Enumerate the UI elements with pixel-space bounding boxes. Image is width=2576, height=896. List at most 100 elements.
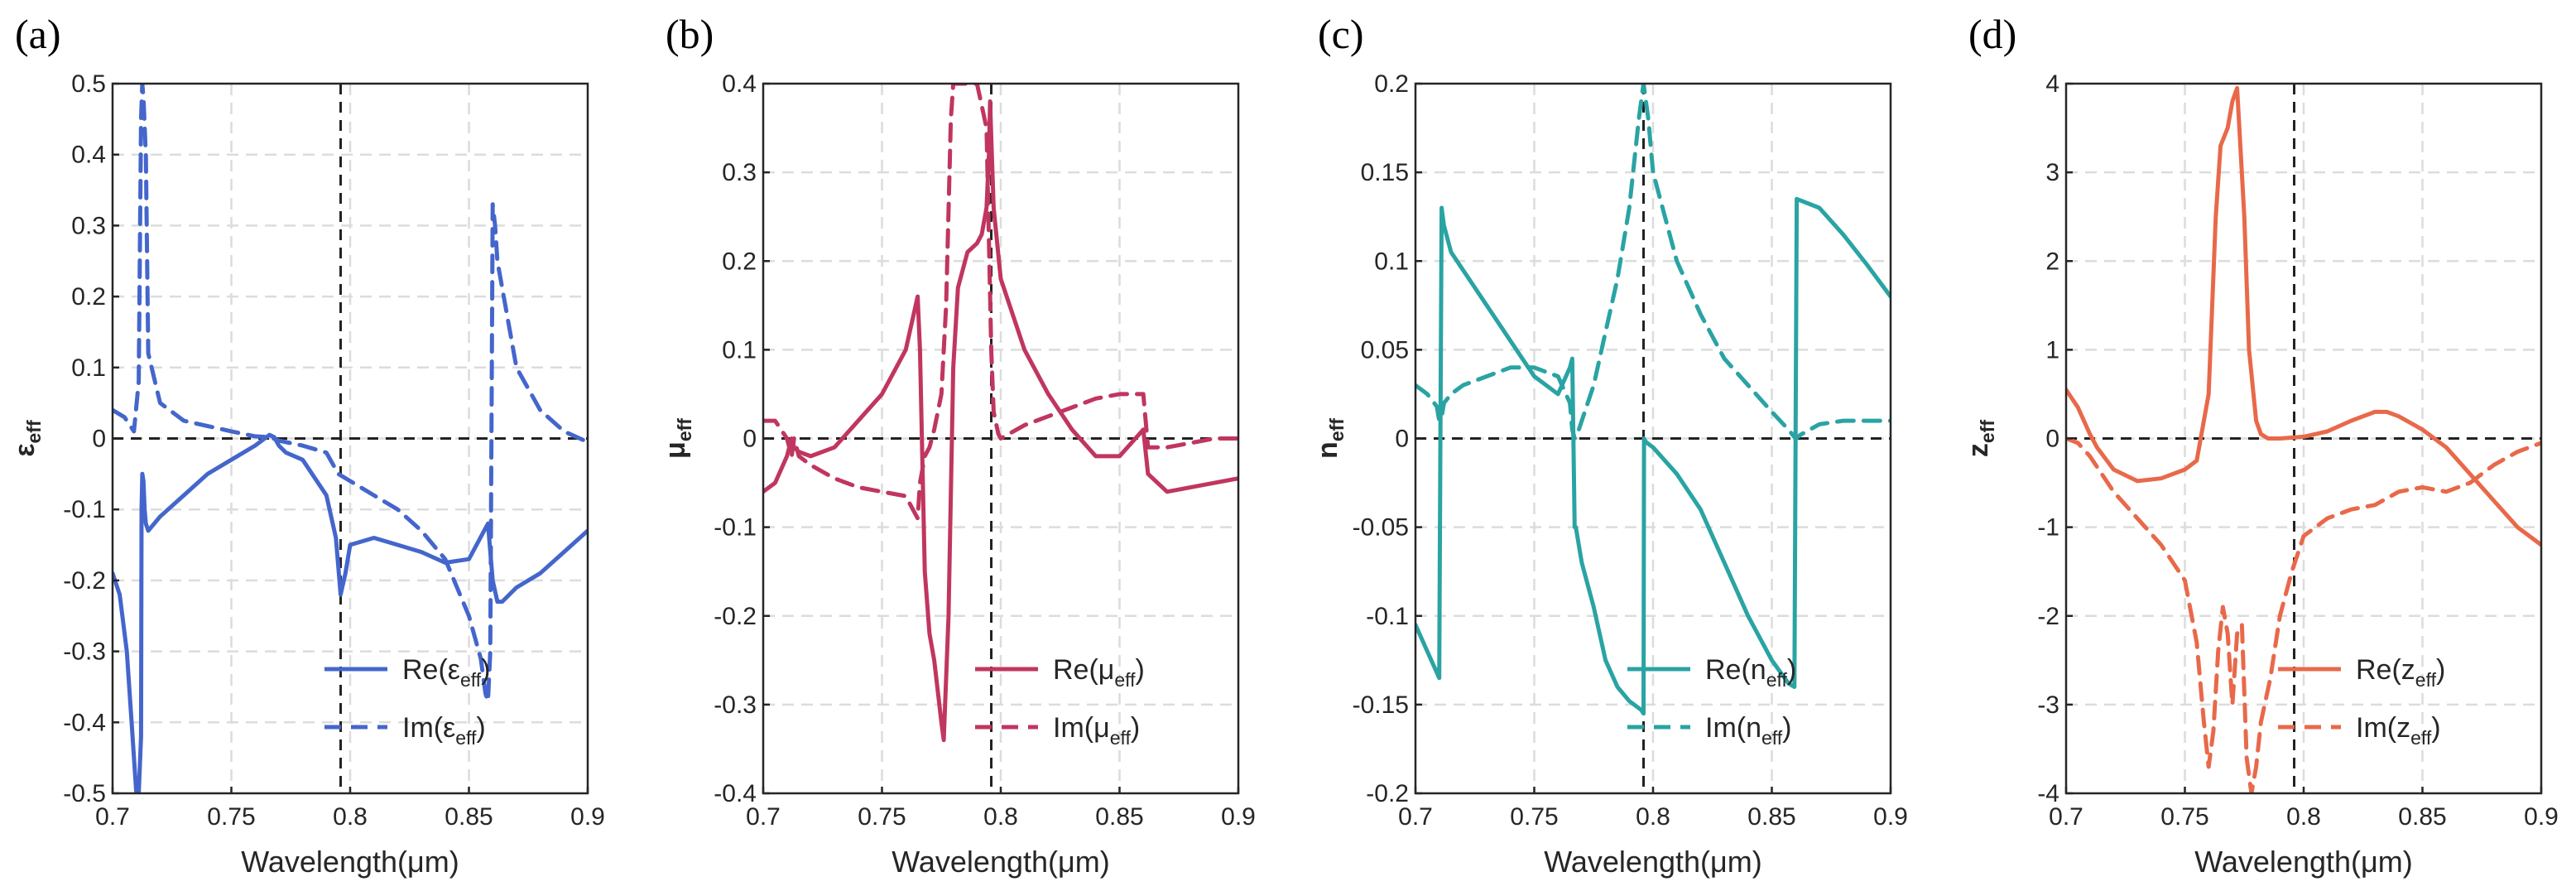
y-tick-label: -0.1 — [1366, 603, 1409, 630]
legend-entry: Re(εeff) — [402, 654, 490, 691]
legend: Re(μeff) Im(μeff) — [975, 654, 1145, 749]
y-tick-label: 0.4 — [722, 70, 757, 98]
panel-label: (d) — [1968, 11, 2016, 57]
real-part-series-line — [2066, 85, 2541, 547]
y-axis-subscript: eff — [1326, 418, 1348, 441]
y-axis-label: μeff — [660, 418, 695, 459]
y-tick-label: 0.2 — [722, 248, 757, 275]
x-tick-label: 0.75 — [858, 803, 906, 831]
x-tick-label: 0.85 — [1747, 803, 1795, 831]
x-tick-label: 0.9 — [2524, 803, 2559, 831]
imag-part-series-line — [2066, 436, 2541, 793]
y-axis-label: εeff — [9, 420, 45, 457]
y-tick-label: 0.3 — [722, 159, 757, 186]
y-tick-label: -1 — [2037, 514, 2059, 542]
legend: Re(neff) Im(neff) — [1627, 654, 1796, 749]
x-axis-label: Wavelength(μm) — [2194, 845, 2412, 879]
y-tick-label: 0.1 — [722, 336, 757, 364]
y-axis-subscript: eff — [1977, 420, 1998, 443]
x-axis-label: Wavelength(μm) — [241, 845, 459, 879]
y-tick-label: -0.1 — [63, 496, 106, 523]
legend-entry: Im(μeff) — [1053, 712, 1140, 749]
x-tick-label: 0.8 — [333, 803, 368, 831]
y-tick-label: 0.05 — [1361, 336, 1409, 364]
imag-part-series-line — [113, 84, 588, 704]
x-tick-label: 0.75 — [2160, 803, 2208, 831]
y-tick-label: 0.1 — [1374, 248, 1409, 275]
imag-part-series-line — [763, 84, 1238, 521]
y-axis-symbol: ε — [9, 443, 41, 456]
x-tick-label: 0.7 — [2049, 803, 2083, 831]
y-tick-label: -0.1 — [714, 514, 757, 542]
x-tick-label: 0.7 — [1398, 803, 1433, 831]
y-tick-label: -0.05 — [1353, 514, 1409, 542]
panel-b: -0.4 -0.3 -0.2 -0.1 0 0.1 0.2 0.3 0.4 0.7 0.75 0.8 0… — [660, 11, 1256, 879]
y-tick-label: 1 — [2045, 336, 2059, 364]
x-tick-label: 0.8 — [1636, 803, 1670, 831]
y-tick-label: 0 — [2045, 426, 2059, 453]
y-tick-label: -0.5 — [63, 780, 106, 807]
y-tick-label: -0.4 — [714, 780, 757, 807]
legend-entry: Im(εeff) — [402, 712, 486, 749]
y-tick-label: 2 — [2045, 248, 2059, 275]
x-tick-label: 0.7 — [746, 803, 781, 831]
x-axis-label: Wavelength(μm) — [892, 845, 1109, 879]
y-axis-symbol: μ — [660, 441, 691, 459]
y-tick-label: -4 — [2037, 780, 2059, 807]
legend-entry: Im(neff) — [1705, 712, 1791, 749]
x-tick-label: 0.7 — [95, 803, 130, 831]
x-tick-label: 0.85 — [2398, 803, 2446, 831]
panel-d: -4 -3 -2 -1 0 1 2 3 4 0.7 0.75 0.8 0.85 0.9 Wavelength… — [1963, 11, 2559, 879]
y-axis-subscript: eff — [674, 418, 695, 441]
y-tick-label: -0.3 — [63, 638, 106, 666]
x-tick-label: 0.85 — [445, 803, 493, 831]
legend-entry: Re(neff) — [1705, 654, 1796, 691]
y-tick-label: -2 — [2037, 603, 2059, 630]
y-tick-label: 0 — [743, 426, 757, 453]
y-axis-subscript: eff — [23, 420, 45, 443]
y-tick-label: 0.3 — [71, 212, 106, 239]
y-tick-label: 4 — [2045, 70, 2059, 98]
y-tick-label: 3 — [2045, 159, 2059, 186]
y-tick-label: 0.2 — [71, 283, 106, 311]
x-tick-label: 0.85 — [1095, 803, 1143, 831]
panel-a: -0.5 -0.4 -0.3 -0.2 -0.1 0 0.1 0.2 0.3 0.4 0.5 0.7 0… — [9, 11, 605, 879]
y-axis-symbol: n — [1312, 441, 1343, 459]
x-tick-label: 0.8 — [983, 803, 1018, 831]
x-tick-label: 0.75 — [207, 803, 255, 831]
y-tick-label: 0.5 — [71, 70, 106, 98]
legend-entry: Im(zeff) — [2356, 712, 2441, 749]
panel-label: (b) — [666, 11, 714, 57]
y-tick-label: 0.15 — [1361, 159, 1409, 186]
y-tick-label: 0.1 — [71, 354, 106, 382]
real-part-series-line — [113, 432, 588, 793]
legend: Re(εeff) Im(εeff) — [324, 654, 490, 749]
y-tick-label: -3 — [2037, 691, 2059, 719]
y-tick-label: -0.4 — [63, 709, 106, 736]
x-tick-label: 0.9 — [570, 803, 605, 831]
real-part-series-line — [1415, 196, 1891, 716]
y-tick-label: 0.2 — [1374, 70, 1409, 98]
y-axis-symbol: z — [1963, 443, 1994, 457]
panel-c: -0.2 -0.15 -0.1 -0.05 0 0.05 0.1 0.15 0.2 0.7 0.75… — [1312, 11, 1908, 879]
y-tick-label: -0.3 — [714, 691, 757, 719]
y-tick-label: 0 — [1395, 426, 1409, 453]
real-part-series-line — [763, 99, 1238, 743]
legend-entry: Re(μeff) — [1053, 654, 1145, 691]
y-tick-label: -0.2 — [714, 603, 757, 630]
x-tick-label: 0.9 — [1873, 803, 1908, 831]
y-tick-label: -0.15 — [1353, 691, 1409, 719]
x-axis-label: Wavelength(μm) — [1544, 845, 1761, 879]
y-tick-label: 0.4 — [71, 142, 106, 169]
y-axis-label: neff — [1312, 418, 1348, 459]
y-axis-label: zeff — [1963, 420, 1998, 457]
x-tick-label: 0.9 — [1221, 803, 1256, 831]
y-tick-label: -0.2 — [1366, 780, 1409, 807]
x-tick-label: 0.8 — [2286, 803, 2321, 831]
x-tick-label: 0.75 — [1510, 803, 1558, 831]
y-tick-label: 0 — [92, 426, 106, 453]
legend-entry: Re(zeff) — [2356, 654, 2445, 691]
panel-label: (a) — [15, 11, 61, 57]
panel-label: (c) — [1318, 11, 1364, 57]
